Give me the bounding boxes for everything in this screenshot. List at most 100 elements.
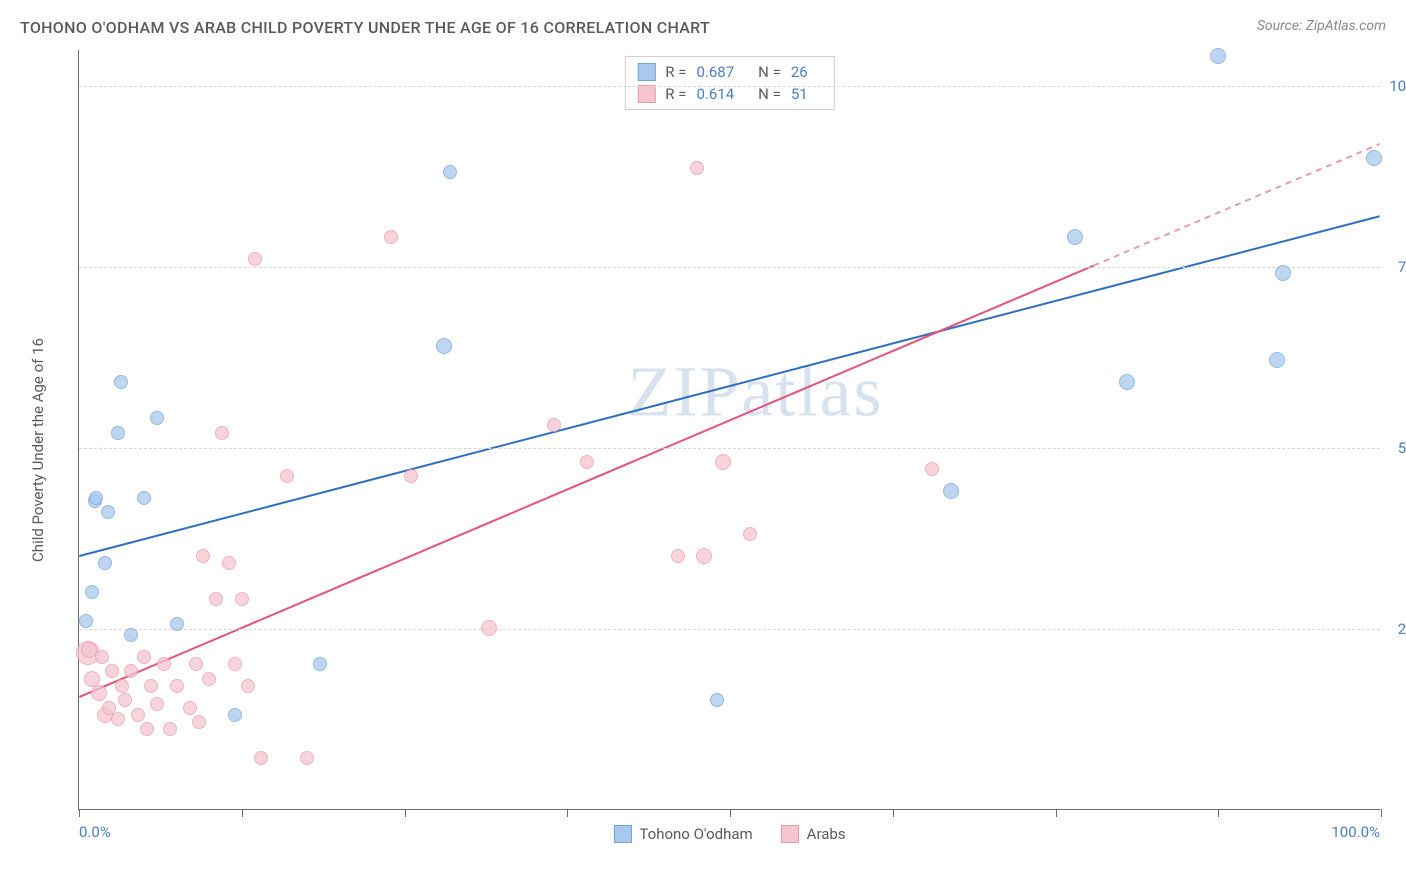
data-point <box>1067 229 1083 245</box>
data-point <box>170 617 184 631</box>
x-tick <box>730 809 731 817</box>
data-point <box>202 672 216 686</box>
data-point <box>124 628 138 642</box>
gridline <box>79 448 1380 449</box>
data-point <box>404 469 418 483</box>
legend-swatch <box>781 825 799 843</box>
data-point <box>547 418 561 432</box>
data-point <box>192 715 206 729</box>
legend-series-label: Arabs <box>807 825 846 843</box>
data-point <box>696 548 712 564</box>
legend-statistics: R =0.687N =26R =0.614N =51 <box>624 56 834 110</box>
data-point <box>710 693 724 707</box>
data-point <box>925 462 939 476</box>
legend-n-value: 51 <box>791 85 808 103</box>
data-point <box>89 491 103 505</box>
data-point <box>384 230 398 244</box>
data-point <box>196 549 210 563</box>
data-point <box>215 426 229 440</box>
data-point <box>671 549 685 563</box>
data-point <box>443 165 457 179</box>
data-point <box>95 650 109 664</box>
legend-r-label: R = <box>665 85 686 103</box>
x-tick <box>405 809 406 817</box>
data-point <box>91 685 107 701</box>
data-point <box>114 375 128 389</box>
data-point <box>98 556 112 570</box>
data-point <box>241 679 255 693</box>
data-point <box>715 454 731 470</box>
data-point <box>248 252 262 266</box>
chart-title: TOHONO O'ODHAM VS ARAB CHILD POVERTY UND… <box>20 18 710 37</box>
data-point <box>254 751 268 765</box>
y-tick-label: 50.0% <box>1386 439 1406 457</box>
x-tick <box>242 809 243 817</box>
chart-container: Child Poverty Under the Age of 16 ZIPatl… <box>50 50 1380 850</box>
legend-swatch <box>637 85 655 103</box>
data-point <box>481 620 497 636</box>
data-point <box>436 338 452 354</box>
legend-r-value: 0.614 <box>696 85 734 103</box>
y-tick-label: 25.0% <box>1386 620 1406 638</box>
data-point <box>157 657 171 671</box>
data-point <box>183 701 197 715</box>
data-point <box>313 657 327 671</box>
legend-series-item: Arabs <box>781 825 846 843</box>
x-tick <box>567 809 568 817</box>
data-point <box>300 751 314 765</box>
data-point <box>124 664 138 678</box>
data-point <box>1269 352 1285 368</box>
data-point <box>85 585 99 599</box>
data-point <box>690 161 704 175</box>
data-point <box>1119 374 1135 390</box>
y-axis-label: Child Poverty Under the Age of 16 <box>29 338 47 562</box>
legend-series: Tohono O'odham Arabs <box>613 825 845 843</box>
data-point <box>743 527 757 541</box>
x-tick <box>1056 809 1057 817</box>
plot-area: ZIPatlas R =0.687N =26R =0.614N =51 Toho… <box>78 50 1380 810</box>
data-point <box>580 455 594 469</box>
data-point <box>137 491 151 505</box>
x-tick-label-min: 0.0% <box>79 823 111 841</box>
data-point <box>1275 265 1291 281</box>
data-point <box>170 679 184 693</box>
x-tick <box>893 809 894 817</box>
x-tick <box>1381 809 1382 817</box>
gridline <box>79 629 1380 630</box>
data-point <box>280 469 294 483</box>
legend-series-label: Tohono O'odham <box>639 825 752 843</box>
data-point <box>163 722 177 736</box>
y-tick-label: 100.0% <box>1386 77 1406 95</box>
data-point <box>101 505 115 519</box>
data-point <box>235 592 249 606</box>
y-tick-label: 75.0% <box>1386 258 1406 276</box>
data-point <box>111 426 125 440</box>
trend-lines <box>79 50 1380 809</box>
chart-header: TOHONO O'ODHAM VS ARAB CHILD POVERTY UND… <box>0 0 1406 43</box>
legend-n-value: 26 <box>791 63 808 81</box>
data-point <box>105 664 119 678</box>
data-point <box>943 483 959 499</box>
data-point <box>228 708 242 722</box>
data-point <box>115 679 129 693</box>
data-point <box>144 679 158 693</box>
data-point <box>150 411 164 425</box>
legend-swatch <box>637 63 655 81</box>
x-tick-label-max: 100.0% <box>1331 823 1380 841</box>
legend-n-label: N = <box>758 63 781 81</box>
legend-r-label: R = <box>665 63 686 81</box>
data-point <box>222 556 236 570</box>
data-point <box>137 650 151 664</box>
legend-series-item: Tohono O'odham <box>613 825 752 843</box>
data-point <box>1366 150 1382 166</box>
data-point <box>189 657 203 671</box>
gridline <box>79 86 1380 87</box>
data-point <box>228 657 242 671</box>
x-tick <box>1218 809 1219 817</box>
data-point <box>79 614 93 628</box>
x-tick <box>79 809 80 817</box>
data-point <box>140 722 154 736</box>
legend-swatch <box>613 825 631 843</box>
data-point <box>118 693 132 707</box>
data-point <box>209 592 223 606</box>
